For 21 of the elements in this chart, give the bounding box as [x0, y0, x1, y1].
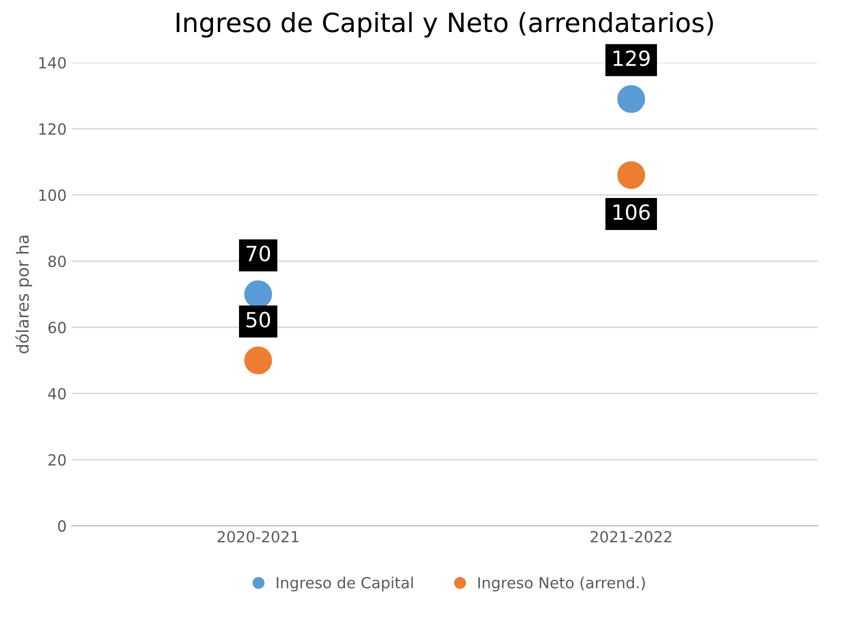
data-label: 106: [614, 204, 650, 220]
y-tick-label: 80: [48, 256, 66, 268]
y-axis-title: dólares por ha: [15, 236, 32, 354]
point: [617, 161, 646, 189]
y-tick-label: 0: [58, 520, 66, 532]
y-tick-label: 120: [39, 123, 66, 135]
data-label: 50: [246, 312, 270, 328]
data-label: 129: [614, 50, 650, 66]
point: [617, 85, 646, 113]
chart-title: Ingreso de Capital y Neto (arrendatarios): [176, 12, 713, 38]
data-label: 70: [246, 246, 270, 262]
x-tick-label: 2021-2022: [590, 530, 672, 543]
y-tick-label: 20: [48, 454, 66, 466]
y-tick-label: 60: [48, 322, 66, 334]
x-tick-label: 2020-2021: [218, 530, 298, 543]
y-tick-label: 140: [39, 57, 66, 69]
legend-label: Ingreso Neto (arrend.): [478, 576, 645, 592]
y-tick-label: 100: [39, 189, 66, 201]
point: [244, 346, 272, 374]
y-tick-label: 40: [48, 388, 66, 400]
legend-label: Ingreso de Capital: [276, 576, 413, 592]
